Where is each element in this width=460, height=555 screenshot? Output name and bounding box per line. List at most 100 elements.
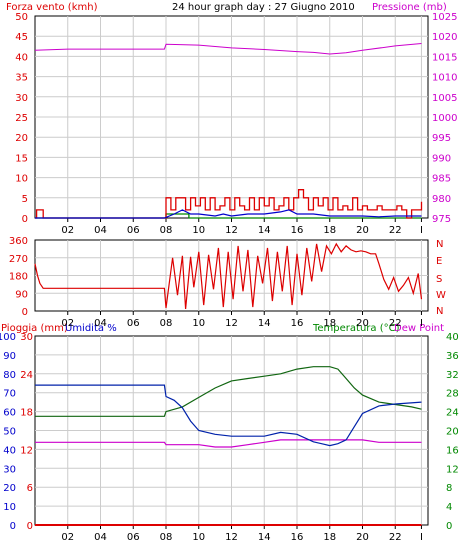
direction-compass-label: S <box>436 274 442 285</box>
x-tick-label: I <box>420 532 423 543</box>
wind-y-tick-label: 40 <box>15 52 28 63</box>
wind-speed-series <box>35 189 423 219</box>
pressure-y-tick-label: 1020 <box>432 32 457 43</box>
pressure-y-tick-label: 1015 <box>432 52 457 63</box>
humidity-y-tick-label: 90 <box>3 351 16 362</box>
humidity-y-tick-label: 10 <box>3 502 16 513</box>
direction-y-tick-label: 360 <box>9 236 28 247</box>
direction-compass-label: E <box>436 256 442 267</box>
x-tick-label: 16 <box>291 225 304 236</box>
wind-y-tick-label: 20 <box>15 133 28 144</box>
direction-compass-label: W <box>436 290 446 301</box>
temp-humidity-panel: 02 04 06 08 10 12 14 16 18 20 22 I01020304050607080… <box>0 332 459 543</box>
rain-y-tick-label: 12 <box>20 445 33 456</box>
pressure-y-tick-label: 1010 <box>432 73 457 84</box>
wind-y-tick-label: 45 <box>15 32 28 43</box>
direction-y-tick-label: 180 <box>9 272 28 283</box>
x-tick-label: 06 <box>127 318 140 329</box>
direction-compass-label: N <box>436 239 443 250</box>
x-tick-label: 20 <box>356 225 369 236</box>
x-tick-label: 12 <box>225 532 238 543</box>
pressure-y-tick-label: 1005 <box>432 93 457 104</box>
pressure-y-tick-label: 980 <box>432 194 451 205</box>
temperature-y-tick-label: 20 <box>446 427 459 438</box>
pressure-axis-title: Pressione (mb) <box>372 2 447 13</box>
x-tick-label: 08 <box>160 318 173 329</box>
wind-direction-series <box>34 242 423 310</box>
x-tick-label: 14 <box>258 532 271 543</box>
rain-y-tick-label: 30 <box>20 332 33 343</box>
x-tick-label: 12 <box>225 318 238 329</box>
dewpoint-series <box>35 439 422 448</box>
x-tick-label: 22 <box>389 318 402 329</box>
temperature-y-tick-label: 4 <box>446 502 452 513</box>
humidity-y-tick-label: 50 <box>3 427 16 438</box>
rain-y-tick-label: 0 <box>27 521 33 532</box>
x-tick-label: 02 <box>61 532 74 543</box>
x-tick-label: 10 <box>192 532 205 543</box>
pressure-y-tick-label: 1025 <box>432 12 457 23</box>
x-tick-label: 20 <box>356 318 369 329</box>
x-tick-label: 04 <box>94 318 107 329</box>
wind-y-tick-label: 0 <box>22 214 28 225</box>
temperature-y-tick-label: 12 <box>446 464 459 475</box>
x-tick-label: 14 <box>258 225 271 236</box>
x-tick-label: 08 <box>160 532 173 543</box>
rain-axis-title: Pioggia (mm) <box>1 323 68 334</box>
x-tick-label: 18 <box>323 318 336 329</box>
wind-y-tick-label: 35 <box>15 73 28 84</box>
x-tick-label: I <box>420 225 423 236</box>
dewpoint-axis-title: Dew Point <box>394 323 444 334</box>
x-tick-label: 18 <box>323 225 336 236</box>
rain-y-tick-label: 6 <box>27 483 33 494</box>
temperature-y-tick-label: 16 <box>446 445 459 456</box>
x-tick-label: 02 <box>61 225 74 236</box>
wind-axis-title: Forza vento (kmh) <box>6 2 98 13</box>
x-tick-label: 10 <box>192 318 205 329</box>
temperature-y-tick-label: 28 <box>446 389 459 400</box>
wind-y-tick-label: 15 <box>15 153 28 164</box>
temperature-y-tick-label: 24 <box>446 408 459 419</box>
x-tick-label: 08 <box>160 225 173 236</box>
pressure-series <box>34 43 422 55</box>
wind-y-tick-label: 25 <box>15 113 28 124</box>
wind-y-tick-label: 30 <box>15 93 28 104</box>
temperature-y-tick-label: 0 <box>446 521 452 532</box>
direction-compass-label: N <box>436 306 443 317</box>
x-tick-label: 16 <box>291 318 304 329</box>
x-tick-label: 06 <box>127 532 140 543</box>
humidity-y-tick-label: 70 <box>3 389 16 400</box>
x-tick-label: 04 <box>94 532 107 543</box>
pressure-y-tick-label: 995 <box>432 133 451 144</box>
direction-y-tick-label: 270 <box>9 254 28 265</box>
humidity-y-tick-label: 60 <box>3 408 16 419</box>
humidity-y-tick-label: 30 <box>3 464 16 475</box>
x-tick-label: 16 <box>291 532 304 543</box>
chart-title: 24 hour graph day : 27 Giugno 2010 <box>172 2 355 13</box>
direction-y-tick-label: 90 <box>15 289 28 300</box>
humidity-y-tick-label: 100 <box>0 332 16 343</box>
x-tick-label: I <box>420 318 423 329</box>
temperature-y-tick-label: 40 <box>446 332 459 343</box>
temperature-axis-title: Temperatura (°C) <box>312 323 400 334</box>
wind-y-tick-label: 5 <box>22 194 28 205</box>
rain-y-tick-label: 18 <box>20 408 33 419</box>
wind-y-tick-label: 50 <box>15 12 28 23</box>
humidity-y-tick-label: 20 <box>3 483 16 494</box>
humidity-axis-title: Umidita % <box>65 323 117 334</box>
humidity-y-tick-label: 80 <box>3 370 16 381</box>
humidity-y-tick-label: 0 <box>10 521 16 532</box>
temperature-y-tick-label: 36 <box>446 351 459 362</box>
temperature-series <box>35 366 422 417</box>
humidity-y-tick-label: 40 <box>3 445 16 456</box>
x-tick-label: 18 <box>323 532 336 543</box>
x-tick-label: 14 <box>258 318 271 329</box>
humidity-series <box>35 384 422 447</box>
x-tick-label: 22 <box>389 225 402 236</box>
x-tick-label: 02 <box>61 318 74 329</box>
wind-pressure-panel: 02 04 06 08 10 12 14 16 18 20 22 I05101520253035404… <box>15 12 457 236</box>
temperature-y-tick-label: 32 <box>446 370 459 381</box>
